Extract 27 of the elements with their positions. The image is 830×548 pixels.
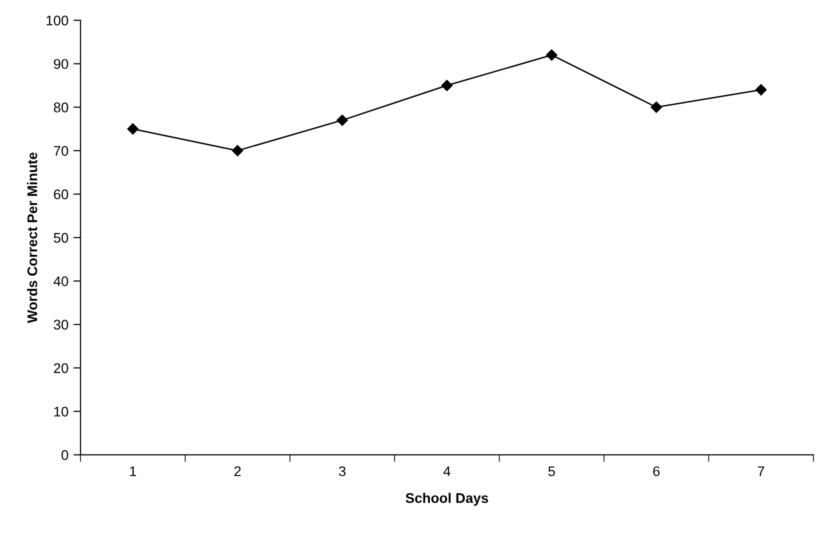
y-tick-label: 50 [54, 232, 68, 243]
x-tick-label: 4 [443, 466, 450, 476]
y-tick-label: 70 [54, 146, 68, 156]
x-tick-label: 1 [130, 466, 136, 476]
y-tick-label: 30 [54, 320, 68, 330]
y-tick-label: 20 [54, 363, 68, 374]
y-tick-label: 90 [54, 59, 68, 69]
x-axis-title: School Days [406, 492, 488, 506]
point [336, 114, 348, 126]
y-axis-title: Words Correct Per Minute [27, 152, 38, 324]
point [546, 49, 558, 61]
x-tick-label: 2 [234, 466, 241, 476]
point [755, 84, 767, 96]
point [232, 145, 244, 156]
y-tick-label: 40 [54, 276, 68, 286]
x-tick-label: 6 [653, 466, 660, 476]
x-tick-label: 7 [758, 466, 764, 476]
y-tick-label: 10 [54, 406, 68, 417]
y-tick-label: 80 [54, 102, 68, 112]
point [127, 123, 138, 135]
point [650, 102, 662, 113]
point [441, 80, 453, 92]
y-tick-label: 100 [46, 16, 68, 26]
y-tick-label: 0 [62, 450, 68, 460]
y-tick-label: 60 [54, 189, 68, 200]
x-tick-label: 5 [548, 466, 555, 476]
x-tick-label: 3 [338, 466, 346, 476]
